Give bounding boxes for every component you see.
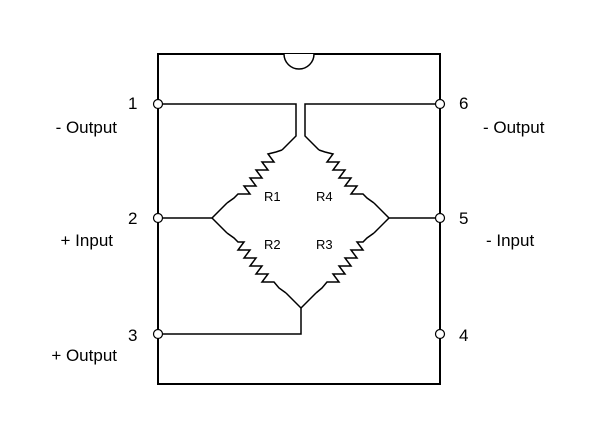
resistor-r4-label: R4 [316,189,333,204]
resistor-r3 [315,232,375,294]
resistor-r1 [226,149,283,204]
pin-1-label: - Output [56,118,118,137]
resistor-r1-label: R1 [264,189,281,204]
pin-3-number: 3 [128,326,137,345]
pin-1-marker [152,98,164,110]
wire-node-left [211,217,228,234]
pin-5-number: 5 [459,209,468,228]
pin-1-number: 1 [128,94,137,113]
pin-6-label: - Output [483,118,545,137]
resistor-r3-label: R3 [316,237,333,252]
pin-2-label: + Input [61,231,114,250]
resistor-r2 [226,232,287,294]
pin-5-label: - Input [486,231,534,250]
package-notch [283,53,315,70]
wire-pin3 [162,292,302,335]
pin-3-label: + Output [51,346,117,365]
resistor-r2-label: R2 [264,237,281,252]
wire-node-right [373,217,390,234]
pin-6-number: 6 [459,94,468,113]
pin-3-marker [152,328,164,340]
pin-4-marker [434,328,446,340]
pin-5-marker [434,212,446,224]
pin-4-number: 4 [459,326,468,345]
wire-node-bottom [300,292,317,309]
wire-pin1 [162,103,297,151]
pin-2-marker [152,212,164,224]
pin-6-marker [434,98,446,110]
resistor-r4 [318,149,375,204]
pin-2-number: 2 [128,209,137,228]
wire-pin6 [304,103,436,151]
wire-pin5 [373,202,436,219]
wire-pin2 [162,202,228,219]
